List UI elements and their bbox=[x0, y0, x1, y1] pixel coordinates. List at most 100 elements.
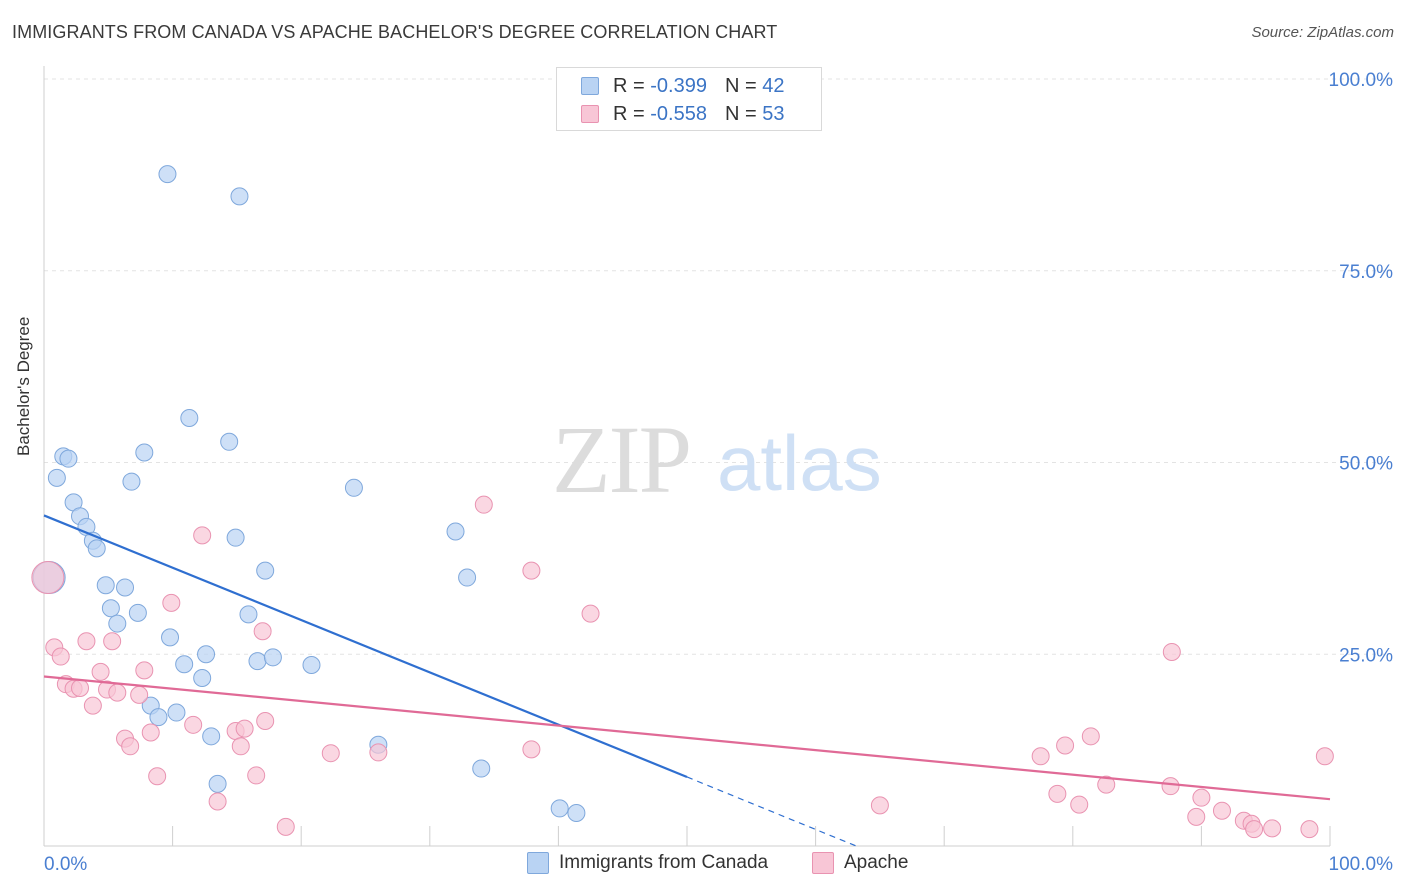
canada-point-1 bbox=[47, 468, 66, 487]
apache-point-8 bbox=[91, 662, 110, 681]
apache-point-0 bbox=[31, 561, 65, 595]
apache-point-40 bbox=[1081, 727, 1100, 746]
apache-point-24 bbox=[235, 719, 254, 738]
trendline-canada bbox=[43, 514, 688, 778]
apache-point-32 bbox=[522, 740, 541, 759]
apache-point-6 bbox=[77, 632, 96, 651]
axes bbox=[43, 66, 1331, 847]
apache-point-21 bbox=[208, 792, 227, 811]
y-tick-label-0: 25.0% bbox=[1339, 645, 1393, 666]
trendline-apache bbox=[43, 675, 1331, 801]
apache-point-35 bbox=[870, 796, 889, 815]
x-tick-label-0: 0.0% bbox=[44, 854, 87, 875]
bottom-legend-swatch-blue bbox=[527, 852, 549, 874]
canada-point-19 bbox=[161, 628, 180, 647]
apache-point-43 bbox=[1162, 642, 1181, 661]
canada-point-14 bbox=[128, 603, 147, 622]
legend-n-value-2: 53 bbox=[762, 102, 785, 125]
legend-r-value-1: -0.399 bbox=[650, 74, 707, 97]
canada-point-33 bbox=[263, 648, 282, 667]
apache-point-15 bbox=[135, 661, 154, 680]
legend-n-label-2: N = bbox=[724, 102, 757, 125]
canada-point-12 bbox=[116, 578, 135, 597]
apache-point-49 bbox=[1245, 820, 1264, 839]
apache-point-5 bbox=[71, 678, 90, 697]
apache-point-42 bbox=[1161, 777, 1180, 796]
canada-point-22 bbox=[180, 409, 199, 428]
apache-point-46 bbox=[1212, 801, 1231, 820]
canada-point-41 bbox=[567, 804, 586, 823]
canada-point-21 bbox=[175, 655, 194, 674]
apache-point-13 bbox=[121, 737, 140, 756]
apache-point-20 bbox=[193, 526, 212, 545]
legend-r-label-1: R = bbox=[613, 74, 645, 97]
y-tick-label-1: 50.0% bbox=[1339, 454, 1393, 475]
apache-point-14 bbox=[130, 685, 149, 704]
apache-point-25 bbox=[247, 766, 266, 785]
canada-point-11 bbox=[108, 614, 127, 633]
y-tick-label-2: 75.0% bbox=[1339, 262, 1393, 283]
apache-point-34 bbox=[581, 604, 600, 623]
canada-point-38 bbox=[458, 568, 477, 587]
canada-point-31 bbox=[248, 652, 267, 671]
x-tick-label-1: 100.0% bbox=[1329, 854, 1394, 875]
apache-point-23 bbox=[231, 737, 250, 756]
apache-point-50 bbox=[1263, 819, 1282, 838]
canada-point-18 bbox=[158, 165, 177, 184]
canada-point-34 bbox=[302, 655, 321, 674]
canada-point-20 bbox=[167, 703, 186, 722]
bottom-legend-label-canada: Immigrants from Canada bbox=[559, 852, 769, 873]
apache-point-2 bbox=[51, 647, 70, 666]
apache-point-19 bbox=[184, 715, 203, 734]
legend-n-value-1: 42 bbox=[762, 74, 785, 97]
canada-point-8 bbox=[87, 539, 106, 558]
apache-point-26 bbox=[253, 622, 272, 641]
legend-r-value-2: -0.558 bbox=[650, 102, 707, 125]
canada-point-15 bbox=[135, 443, 154, 462]
y-axis-label: Bachelor's Degree bbox=[14, 316, 33, 456]
canada-point-40 bbox=[550, 799, 569, 818]
watermark-zip: ZIP bbox=[552, 406, 690, 513]
canada-point-30 bbox=[239, 605, 258, 624]
canada-point-17 bbox=[149, 708, 168, 727]
legend-row-canada: R = -0.399 N = 42 bbox=[581, 73, 784, 99]
canada-point-13 bbox=[122, 472, 141, 491]
apache-point-37 bbox=[1048, 784, 1067, 803]
grid-lines bbox=[44, 78, 1392, 655]
canada-point-37 bbox=[446, 522, 465, 541]
apache-point-17 bbox=[148, 767, 167, 786]
canada-point-23 bbox=[193, 669, 212, 688]
apache-point-11 bbox=[108, 683, 127, 702]
bottom-legend-swatch-pink bbox=[812, 852, 834, 874]
canada-point-35 bbox=[344, 478, 363, 497]
apache-point-52 bbox=[1315, 747, 1334, 766]
y-tick-label-3: 100.0% bbox=[1329, 70, 1394, 91]
apache-point-30 bbox=[369, 743, 388, 762]
apache-point-36 bbox=[1031, 747, 1050, 766]
tick-labels: 25.0% 50.0% 75.0% 100.0% 0.0% 100.0% bbox=[44, 70, 1393, 875]
apache-point-44 bbox=[1187, 807, 1206, 826]
apache-point-39 bbox=[1070, 795, 1089, 814]
watermark-atlas: atlas bbox=[717, 419, 882, 507]
canada-point-29 bbox=[230, 187, 249, 206]
apache-point-33 bbox=[522, 561, 541, 580]
canada-point-32 bbox=[256, 561, 275, 580]
apache-point-45 bbox=[1192, 788, 1211, 807]
apache-point-41 bbox=[1097, 775, 1116, 794]
legend-swatch-blue bbox=[581, 77, 599, 95]
apache-point-28 bbox=[276, 817, 295, 836]
canada-point-25 bbox=[202, 727, 221, 746]
canada-point-26 bbox=[208, 774, 227, 793]
legend-r-label-2: R = bbox=[613, 102, 645, 125]
canada-point-27 bbox=[220, 432, 239, 451]
apache-point-10 bbox=[103, 632, 122, 651]
apache-point-29 bbox=[321, 744, 340, 763]
trendline-canada-extension bbox=[686, 776, 859, 848]
bottom-legend-apache: Apache bbox=[812, 852, 908, 874]
apache-point-7 bbox=[83, 696, 102, 715]
canada-point-24 bbox=[197, 645, 216, 664]
apache-point-31 bbox=[474, 495, 493, 514]
legend-n-label-1: N = bbox=[724, 74, 757, 97]
apache-point-27 bbox=[256, 711, 275, 730]
